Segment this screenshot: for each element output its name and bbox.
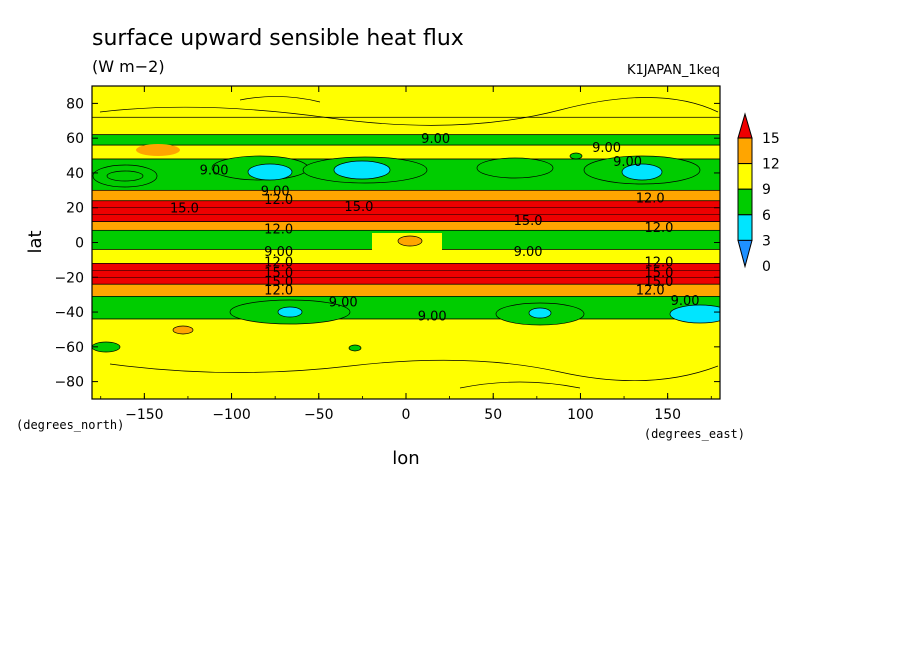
contour-line (239, 96, 321, 103)
contour-label: 15.0 (644, 275, 673, 290)
contour-line (459, 381, 581, 389)
band-13 (92, 318, 720, 399)
contour-label: 9.00 (514, 245, 543, 260)
y-tick-label: −80 (54, 375, 84, 391)
contour-label: 12.0 (264, 256, 293, 271)
cyan-blob (621, 163, 663, 181)
colorbar-label: 12 (762, 157, 780, 173)
contour-label: 15.0 (170, 202, 199, 217)
colorbar-label: 6 (762, 208, 771, 224)
cyan-blob (247, 163, 293, 181)
warm-blob (172, 325, 194, 335)
colorbar-extend-top (737, 112, 753, 139)
x-tick-label: 100 (567, 407, 594, 423)
contour-label: 12.0 (644, 256, 673, 271)
contour-label: 9.00 (671, 294, 700, 309)
x-tick-label: 150 (654, 407, 681, 423)
x-tick-label: 50 (484, 407, 502, 423)
y-tick-label: 60 (66, 131, 84, 147)
y-tick-label: 80 (66, 96, 84, 112)
y-tick-label: −20 (54, 270, 84, 286)
colorbar-label: 3 (762, 233, 771, 249)
band-10 (92, 263, 720, 285)
cyan-blob (669, 304, 720, 324)
colorbar-extend-bottom (737, 239, 753, 269)
run-label: K1JAPAN_1keq (627, 63, 720, 78)
contour-label: 9.00 (261, 184, 290, 199)
colorbar-label: 0 (762, 259, 771, 275)
y-tick-label: 40 (66, 166, 84, 182)
cyan-blob (333, 160, 391, 180)
x-tick-label: −50 (304, 407, 334, 423)
contour-label: 9.00 (613, 155, 642, 170)
band-7 (92, 221, 720, 231)
contour-label: 15.0 (644, 266, 673, 281)
band-2 (92, 134, 720, 146)
green-blob (348, 344, 362, 352)
band-1 (92, 116, 720, 136)
contour-fills (92, 96, 720, 389)
contour-label: 15.0 (344, 200, 373, 215)
x-axis: −150 −100 −50 0 50 100 150 (100, 86, 712, 423)
band-9 (92, 249, 720, 264)
contour-label: 9.00 (592, 141, 621, 156)
x-tick-label: 0 (402, 407, 411, 423)
contour-label: 15.0 (264, 275, 293, 290)
y-tick-label: −60 (54, 340, 84, 356)
colorbar-swatch (737, 137, 753, 165)
contour-label: 12.0 (644, 221, 673, 236)
y-axis: 80 60 40 20 0 −20 −40 −60 −80 (54, 96, 720, 391)
colorbar-label: 15 (762, 131, 780, 147)
contour-label: 12.0 (264, 193, 293, 208)
plot-area (92, 86, 720, 399)
contour-label: 12.0 (264, 283, 293, 298)
x-tick-label: −100 (212, 407, 250, 423)
contour-label: 12.0 (636, 283, 665, 298)
x-axis-label: lon (392, 448, 419, 469)
colorbar-swatch (737, 214, 753, 241)
y-tick-label: −40 (54, 305, 84, 321)
contour-label: 9.00 (264, 245, 293, 260)
band-12 (92, 296, 720, 320)
contour-line (109, 359, 719, 382)
contour-label: 9.00 (421, 132, 450, 147)
warm-blob (136, 144, 180, 156)
y-tick-label: 0 (75, 236, 84, 252)
colorbar-label: 9 (762, 182, 771, 198)
contour-label: 9.00 (418, 310, 447, 325)
band-11 (92, 283, 720, 297)
contour-label: 12.0 (264, 223, 293, 238)
y-tick-label: 20 (66, 201, 84, 217)
x-unit-label: (degrees_east) (644, 427, 745, 441)
green-blob (92, 341, 121, 353)
chart-units: (W m−2) (92, 57, 165, 76)
cyan-blob (277, 306, 303, 318)
colorbar-swatch (737, 163, 753, 190)
contour-label: 12.0 (636, 191, 665, 206)
x-tick-label: −150 (125, 407, 163, 423)
contour-label: 9.00 (200, 163, 229, 178)
green-blob (92, 164, 158, 188)
y-axis-label: lat (25, 230, 46, 253)
y-unit-label: (degrees_north) (16, 418, 124, 432)
contour-ring (106, 170, 144, 182)
green-blob (476, 157, 554, 179)
colorbar: 0 3 6 9 12 15 (737, 112, 780, 275)
cyan-blob (528, 307, 552, 319)
band-5 (92, 189, 720, 202)
chart-title: surface upward sensible heat flux (92, 26, 464, 51)
contour-line (99, 97, 719, 126)
contour-label: 15.0 (514, 214, 543, 229)
contour-label: 15.0 (264, 266, 293, 281)
colorbar-swatch (737, 188, 753, 216)
green-blob (569, 152, 583, 160)
contour-label: 9.00 (329, 296, 358, 311)
warm-blob (397, 235, 423, 247)
